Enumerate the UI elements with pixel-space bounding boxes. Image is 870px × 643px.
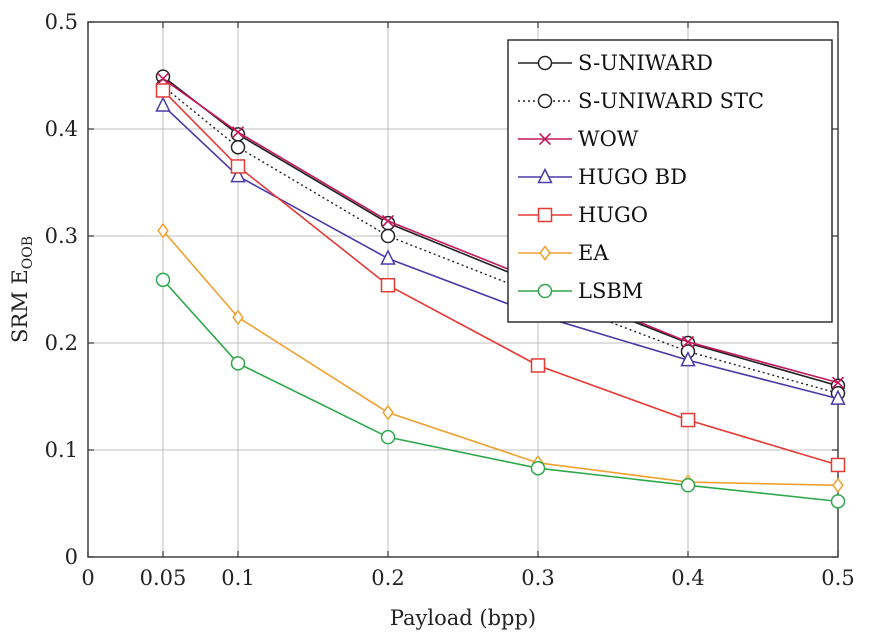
y-tick-label: 0.4 xyxy=(45,117,78,141)
legend-entry-wow: WOW xyxy=(518,127,639,151)
legend-marker xyxy=(537,207,553,223)
legend: S-UNIWARD S-UNIWARD STC WOW HUGO BD HUGO EA LS… xyxy=(507,39,833,323)
y-axis-label: SRM EOOB xyxy=(8,236,36,343)
series-line-hugo xyxy=(162,89,839,466)
legend-label: HUGO xyxy=(578,203,648,227)
data-point-ea xyxy=(232,309,244,326)
series-line-s-uniward-stc xyxy=(162,85,839,394)
data-point-wow xyxy=(831,376,845,389)
legend-marker xyxy=(537,167,553,184)
y-tick-label: 0.3 xyxy=(45,224,78,248)
legend-marker xyxy=(539,245,551,261)
legend-marker xyxy=(537,283,553,299)
y-axis-label-main: SRM E xyxy=(8,269,32,343)
legend-label: LSBM xyxy=(578,279,643,303)
data-point-wow xyxy=(681,335,695,349)
data-point-hugo xyxy=(380,277,396,293)
legend-marker xyxy=(537,93,553,109)
legend-marker xyxy=(537,55,553,71)
x-tick-label: 0.3 xyxy=(521,566,554,590)
legend-entry-hugo: HUGO xyxy=(518,203,648,227)
data-point-hugo-bd xyxy=(830,389,846,405)
x-tick-label: 0.4 xyxy=(671,566,704,590)
data-point-hugo xyxy=(155,83,171,98)
data-point-lsbm xyxy=(530,460,546,476)
y-tick-label: 0.2 xyxy=(45,331,78,355)
data-point-lsbm xyxy=(230,356,246,371)
x-tick-label: 0.05 xyxy=(140,566,187,590)
y-tick-label: 0.1 xyxy=(45,438,78,462)
legend-entry-lsbm: LSBM xyxy=(518,279,643,303)
data-point-hugo-bd xyxy=(155,96,171,112)
data-point-hugo-bd xyxy=(380,249,396,265)
legend-label: WOW xyxy=(578,127,639,151)
data-point-hugo-bd xyxy=(230,166,246,183)
series-hugo xyxy=(155,83,846,473)
data-point-lsbm xyxy=(380,429,396,445)
legend-marker xyxy=(538,132,552,146)
y-tick-label: 0 xyxy=(65,545,78,569)
axis-ticks: 0 0.05 0.1 0.2 0.3 0.4 0.5 0 0.1 0.2 0.3 0.4 0.5 xyxy=(45,10,855,590)
legend-entry-hugo-bd: HUGO BD xyxy=(518,165,687,189)
data-point-hugo xyxy=(230,159,246,174)
data-point-hugo xyxy=(680,412,696,428)
x-tick-label: 0 xyxy=(81,566,94,590)
legend-box xyxy=(507,39,833,323)
series-line-ea xyxy=(162,230,839,487)
legend-entry-ea: EA xyxy=(518,241,609,265)
legend-entry-s-uniward: S-UNIWARD xyxy=(518,51,713,75)
data-point-hugo xyxy=(530,358,546,373)
y-tick-label: 0.5 xyxy=(45,10,78,34)
legend-label: HUGO BD xyxy=(578,165,687,189)
plot-area-frame xyxy=(87,21,839,558)
data-point-wow xyxy=(381,214,395,228)
x-tick-label: 0.1 xyxy=(221,566,254,590)
legend-entry-s-uniward-stc: S-UNIWARD STC xyxy=(518,89,764,113)
data-point-ea xyxy=(832,477,844,494)
series-lsbm xyxy=(155,272,846,509)
data-point-lsbm xyxy=(155,272,171,288)
data-point-lsbm xyxy=(680,478,696,493)
data-point-wow xyxy=(156,72,170,85)
series-line-lsbm xyxy=(162,279,839,503)
data-point-wow xyxy=(231,126,245,139)
series-line-wow xyxy=(162,78,839,384)
data-point-hugo xyxy=(830,457,846,473)
data-point-s-uniward-stc xyxy=(380,228,396,244)
legend-label: S-UNIWARD STC xyxy=(578,89,764,113)
series-layer xyxy=(155,69,846,509)
x-axis-label: Payload (bpp) xyxy=(390,606,536,630)
data-point-ea xyxy=(157,222,169,239)
legend-label: EA xyxy=(578,241,609,265)
x-tick-label: 0.2 xyxy=(371,566,404,590)
data-point-ea xyxy=(382,404,394,421)
series-line-s-uniward xyxy=(162,75,839,387)
series-line-hugo-bd xyxy=(162,104,839,400)
legend-label: S-UNIWARD xyxy=(578,51,713,75)
data-point-hugo-bd xyxy=(680,350,696,367)
x-tick-label: 0.5 xyxy=(821,566,854,590)
data-point-s-uniward-stc xyxy=(230,139,246,155)
y-axis-label-subscript: OOB xyxy=(20,236,36,269)
data-point-lsbm xyxy=(830,494,846,509)
